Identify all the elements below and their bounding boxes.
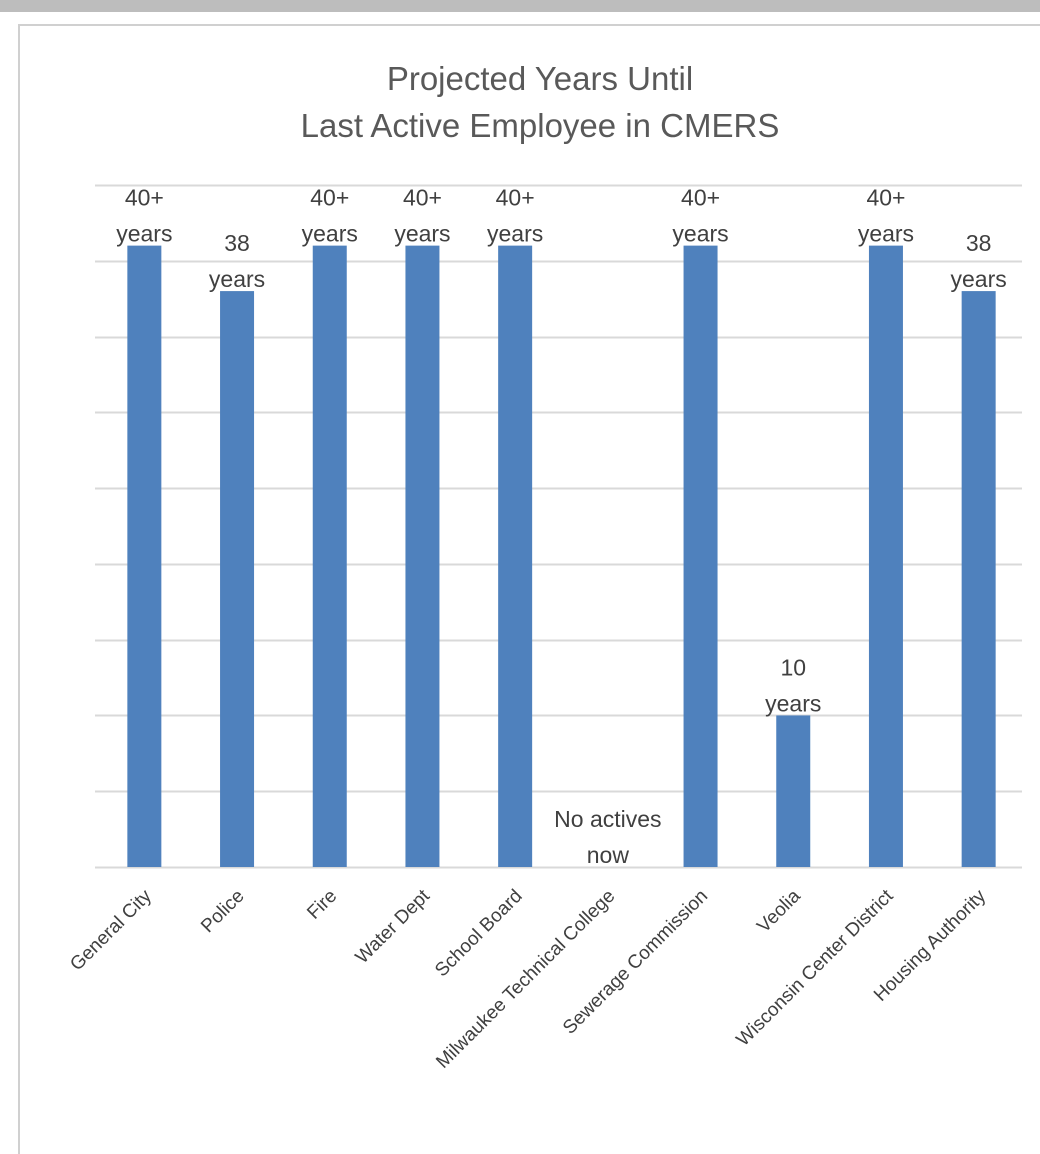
data-label: 40+ [310,185,349,211]
data-label: 10 [780,654,806,680]
data-label: now [587,842,630,868]
data-label: years [765,690,821,716]
data-label: 40+ [403,185,442,211]
data-label: 40+ [866,185,905,211]
data-label: 40+ [681,185,720,211]
x-tick-label: Wisconsin Center District [733,885,898,1050]
chart-title-line-2: Last Active Employee in CMERS [300,107,780,144]
bar-school-board [498,245,533,868]
data-label: years [951,266,1007,292]
x-tick-label: Veolia [753,885,805,937]
x-tick-label: School Board [431,886,527,982]
data-label: years [672,221,728,247]
bar-housing-authority [961,291,996,868]
data-label: years [487,221,543,247]
data-label: 40+ [125,185,164,211]
bar-veolia [776,715,811,867]
chart-title-line-1: Projected Years Until [386,60,694,97]
top-strip [0,0,1040,12]
data-label: 38 [224,230,250,256]
data-label: years [394,221,450,247]
x-tick-label: Fire [303,886,341,924]
data-label: years [209,266,265,292]
data-label: years [858,221,914,247]
data-label: 38 [966,230,992,256]
x-tick-label: Police [197,886,248,937]
data-label: years [302,221,358,247]
x-tick-label: Water Dept [352,885,435,968]
bar-police [220,291,255,868]
data-label: No actives [554,806,661,832]
bar-sewerage-commission [683,245,718,868]
chart-frame [18,24,1040,1154]
bar-wisconsin-center-district [868,245,903,868]
bar-water-dept [405,245,440,868]
bar-general-city [127,245,162,868]
x-tick-label: Milwaukee Technical College [432,886,619,1073]
x-tick-label: General City [66,885,156,975]
bar-fire [312,245,347,868]
data-label: 40+ [496,185,535,211]
data-label: years [116,221,172,247]
